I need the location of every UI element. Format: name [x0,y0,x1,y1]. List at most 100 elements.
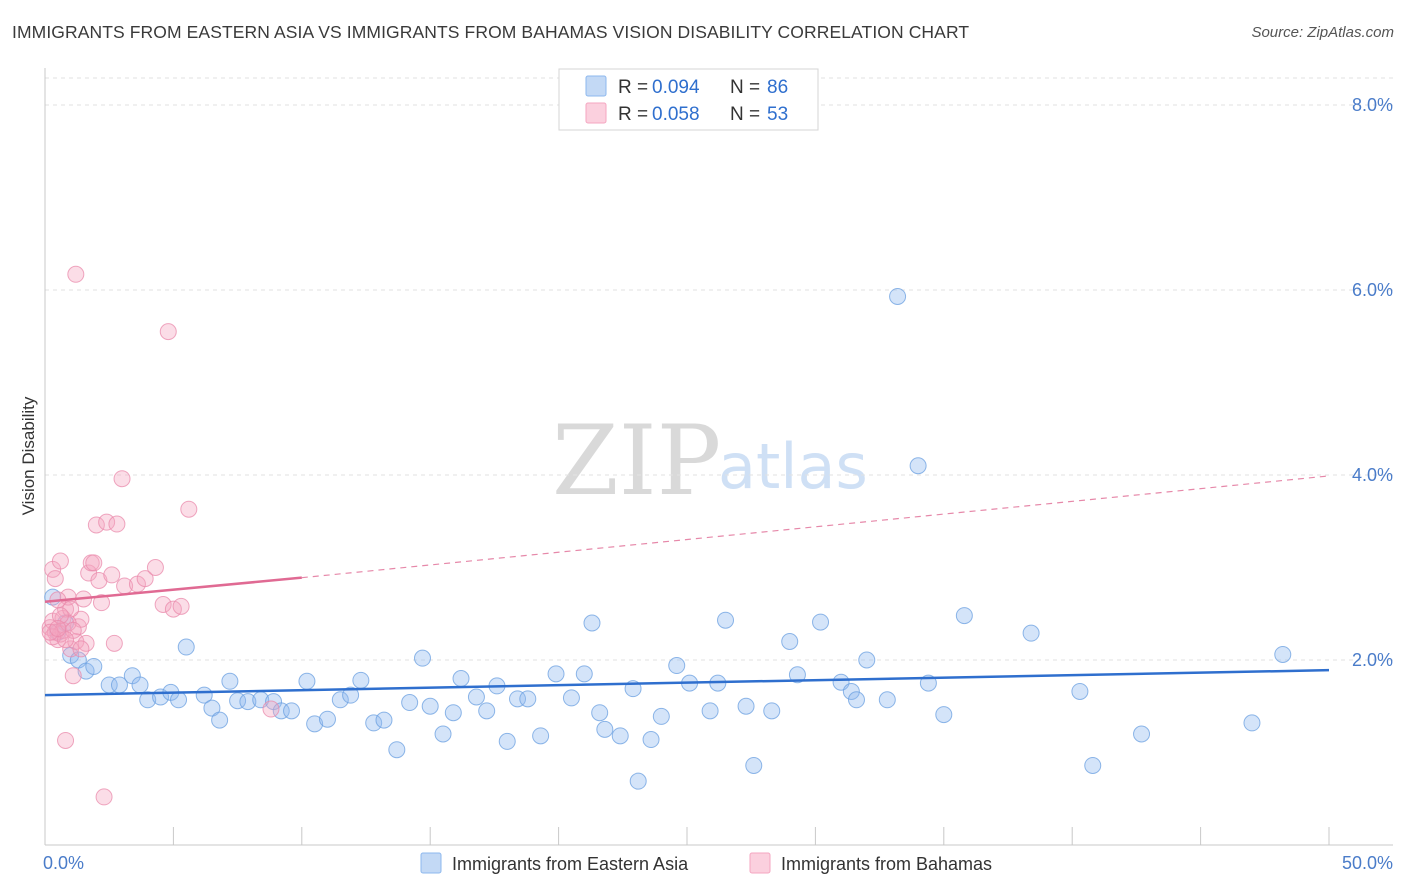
point-eastern-asia [177,638,195,656]
chart-title: IMMIGRANTS FROM EASTERN ASIA VS IMMIGRAN… [12,22,970,42]
point-eastern-asia [519,690,537,708]
point-bahamas [113,470,131,488]
point-eastern-asia [318,710,336,728]
point-bahamas [103,566,121,584]
point-eastern-asia [272,702,290,720]
point-eastern-asia [642,731,660,749]
point-eastern-asia [239,693,257,711]
watermark-zip: ZIP [552,405,721,517]
y-tick-label: 8.0% [1352,95,1393,115]
point-eastern-asia [444,704,462,722]
point-bahamas [49,620,67,638]
trend-lines [44,475,1330,697]
point-bahamas [136,570,154,588]
point-eastern-asia [1022,624,1040,642]
point-eastern-asia [583,614,601,632]
point-bahamas [154,596,172,613]
point-eastern-asia [1084,756,1102,774]
point-bahamas [172,597,190,615]
point-eastern-asia [737,697,755,715]
point-eastern-asia [131,676,149,694]
point-bahamas [87,516,105,534]
point-eastern-asia [717,611,735,629]
point-eastern-asia [878,691,896,709]
point-eastern-asia [498,732,516,750]
point-eastern-asia [331,691,349,709]
point-eastern-asia [668,657,686,675]
point-eastern-asia [170,691,188,709]
point-eastern-asia [532,727,550,745]
x-tick-label-min: 0.0% [43,853,84,873]
point-bahamas [62,600,80,618]
point-bahamas [57,731,75,749]
point-eastern-asia [203,699,221,717]
point-eastern-asia [388,741,406,759]
point-eastern-asia [342,686,360,704]
point-eastern-asia [596,720,614,738]
point-eastern-asia [1071,682,1089,700]
point-eastern-asia [547,665,565,683]
point-eastern-asia [889,287,907,305]
point-eastern-asia [421,697,439,715]
point-bahamas [64,667,82,685]
point-eastern-asia [562,689,580,707]
point-eastern-asia [788,666,806,684]
correlation-legend: R = 0.094 N = 86 R = 0.058 N = 53 [558,68,819,131]
point-eastern-asia [763,702,781,720]
point-bahamas [67,265,85,283]
series-legend: Immigrants from Eastern Asia Immigrants … [420,852,992,874]
point-bahamas [146,559,164,576]
series-legend-swatch-bahamas [749,852,771,874]
point-eastern-asia [509,690,527,708]
legend-n-label-1: N = [730,77,760,98]
point-eastern-asia [375,711,393,729]
point-eastern-asia [781,633,799,650]
point-bahamas [72,640,90,658]
y-tick-label: 4.0% [1352,465,1393,485]
point-eastern-asia [812,613,830,631]
point-bahamas [90,571,108,589]
point-bahamas [262,700,280,718]
y-tick-label: 6.0% [1352,280,1393,300]
point-eastern-asia [467,688,485,706]
point-bahamas [44,628,62,646]
point-eastern-asia [847,691,865,709]
point-eastern-asia [211,711,229,729]
legend-r-label-2: R = [618,104,648,125]
series-legend-swatch-eastern-asia [420,852,442,874]
point-eastern-asia [701,702,719,720]
point-eastern-asia [955,607,973,625]
point-bahamas [105,634,123,652]
point-eastern-asia [221,672,239,690]
point-bahamas [85,554,103,572]
point-bahamas [108,515,126,533]
point-eastern-asia [85,657,103,675]
point-eastern-asia [745,756,763,774]
point-bahamas [92,594,110,612]
point-eastern-asia [478,702,496,720]
point-eastern-asia [629,772,647,790]
y-axis-tick-labels: 2.0% 4.0% 6.0% 8.0% [1352,95,1393,670]
point-bahamas [41,623,59,641]
point-bahamas [51,552,69,570]
point-eastern-asia [591,704,609,722]
legend-swatch-eastern-asia [585,75,607,97]
point-bahamas [95,788,113,806]
point-eastern-asia [1133,725,1151,743]
series-legend-label-eastern-asia: Immigrants from Eastern Asia [452,854,689,874]
trend-line-bahamas-extension [301,475,1330,579]
point-eastern-asia [434,725,452,743]
legend-n-value-2: 53 [767,104,788,125]
trend-line-bahamas [44,576,302,603]
legend-swatch-bahamas [585,102,607,124]
series-legend-label-bahamas: Immigrants from Bahamas [781,854,992,874]
point-eastern-asia [365,714,383,732]
data-points [41,265,1292,806]
trend-line-eastern-asia [44,668,1330,697]
watermark-atlas: atlas [718,430,868,503]
point-eastern-asia [283,702,301,720]
point-eastern-asia [306,715,324,733]
x-axis-ticks [172,827,1330,845]
point-eastern-asia [652,707,670,725]
